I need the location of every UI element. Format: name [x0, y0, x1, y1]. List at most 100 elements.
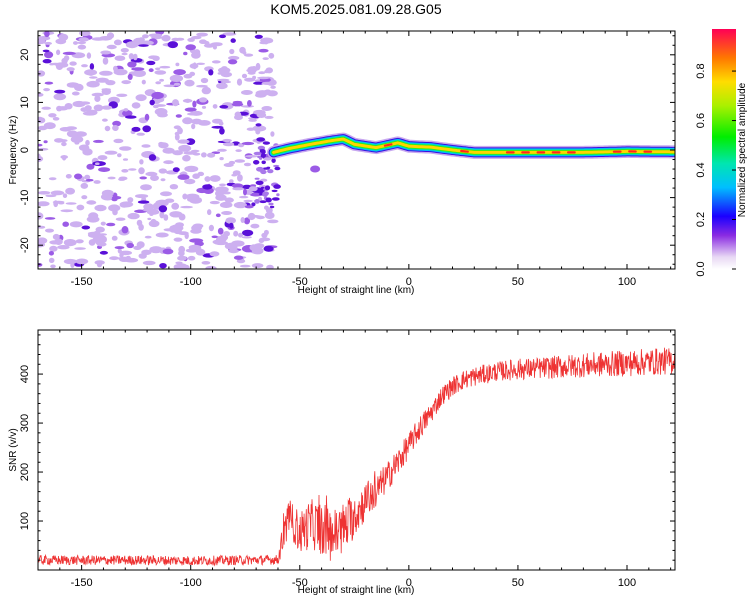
noise-speckle: [154, 70, 167, 75]
transition-speckle: [256, 166, 264, 172]
noise-speckle: [169, 184, 179, 190]
noise-speckle: [101, 88, 111, 91]
noise-speckle: [208, 224, 214, 232]
noise-speckle: [171, 202, 180, 210]
noise-speckle: [204, 176, 211, 182]
noise-speckle: [208, 69, 214, 76]
noise-speckle: [238, 232, 243, 238]
colorbar-tick-label: 0.2: [695, 212, 707, 227]
spectrogram-x-tick-label: -150: [71, 276, 93, 288]
noise-speckle: [187, 255, 196, 261]
noise-speckle: [229, 222, 234, 229]
noise-speckle: [44, 31, 50, 38]
noise-speckle: [141, 144, 151, 148]
noise-speckle: [139, 176, 147, 180]
noise-speckle: [258, 71, 266, 75]
noise-speckle: [195, 248, 206, 256]
transition-speckle: [255, 180, 264, 185]
noise-speckle: [65, 187, 75, 195]
snr-y-tick-label: 400: [19, 365, 31, 383]
colorbar-axis: 0.0 0.2 0.4 0.6 0.8: [695, 63, 736, 277]
transition-speckle: [273, 164, 280, 168]
noise-speckle: [52, 200, 65, 204]
noise-speckle: [70, 135, 84, 143]
noise-speckle: [111, 235, 118, 241]
noise-speckle: [266, 264, 274, 269]
transition-speckle: [253, 151, 262, 156]
noise-speckle: [232, 244, 238, 251]
noise-speckle: [100, 50, 112, 55]
noise-speckle: [75, 239, 84, 244]
noise-speckle: [58, 139, 68, 143]
noise-speckle: [54, 89, 66, 94]
noise-speckle: [144, 235, 152, 239]
ridge-peak: [383, 143, 393, 147]
transition-speckle: [268, 202, 274, 206]
noise-speckle: [175, 62, 180, 67]
noise-speckle: [45, 228, 54, 233]
spectrogram-y-tick-label: -20: [19, 237, 31, 253]
noise-speckle: [122, 158, 129, 161]
noise-speckle: [86, 52, 92, 59]
noise-speckle: [78, 37, 89, 42]
noise-speckle: [122, 110, 133, 117]
noise-speckle: [259, 41, 269, 45]
noise-speckle: [160, 191, 172, 197]
noise-speckle: [222, 32, 237, 36]
noise-speckle: [54, 238, 63, 245]
transition-speckle: [260, 153, 266, 159]
noise-speckle: [73, 84, 82, 90]
noise-speckle: [178, 250, 185, 257]
noise-speckle: [94, 95, 101, 102]
noise-speckle: [258, 184, 267, 188]
noise-speckle: [38, 143, 43, 147]
transition-speckle: [271, 197, 280, 201]
noise-speckle: [229, 179, 234, 184]
noise-speckle: [169, 74, 184, 82]
noise-speckle: [38, 201, 50, 207]
noise-speckle: [244, 53, 254, 57]
noise-speckle: [229, 48, 235, 55]
noise-speckle: [265, 67, 274, 74]
noise-speckle: [93, 139, 104, 143]
noise-speckle: [243, 162, 252, 167]
transition-speckle: [267, 169, 274, 174]
noise-speckle: [49, 62, 54, 66]
noise-speckle: [93, 180, 101, 184]
noise-speckle: [270, 131, 275, 137]
noise-speckle: [159, 65, 171, 69]
snr-y-tick-label: 100: [19, 512, 31, 530]
noise-speckle: [119, 250, 132, 256]
noise-speckle: [74, 247, 86, 250]
noise-speckle: [114, 55, 126, 61]
noise-speckle: [236, 78, 243, 86]
noise-speckle: [107, 176, 116, 180]
noise-speckle: [212, 104, 218, 109]
noise-speckle: [263, 229, 269, 236]
noise-speckle: [151, 91, 164, 100]
noise-speckle: [131, 126, 141, 132]
noise-speckle: [257, 76, 270, 80]
spectrogram-y-tick-label: 20: [19, 49, 31, 61]
noise-speckle: [95, 226, 105, 233]
noise-speckle: [241, 229, 254, 237]
noise-speckle: [139, 159, 144, 165]
noise-speckle: [200, 77, 209, 84]
noise-speckle: [173, 237, 183, 242]
noise-speckle: [81, 225, 91, 230]
snr-x-axis-label: Height of straight line (km): [298, 585, 415, 596]
snr-x-tick-label: -150: [71, 577, 93, 589]
noise-speckle: [183, 151, 198, 155]
noise-speckle: [154, 108, 168, 116]
spectrogram-x-tick-label: -100: [180, 276, 202, 288]
noise-speckle: [233, 230, 239, 237]
noise-speckle: [264, 211, 275, 219]
snr-frame: [37, 329, 676, 571]
snr-x-tick-label: -50: [292, 577, 308, 589]
noise-speckle: [220, 80, 232, 84]
noise-speckle: [250, 223, 260, 229]
snr-panel: -150 -100 -50 0 50 100 100 200 300 400 Height of…: [8, 329, 676, 596]
noise-speckle: [182, 117, 193, 125]
noise-speckle: [219, 127, 225, 135]
